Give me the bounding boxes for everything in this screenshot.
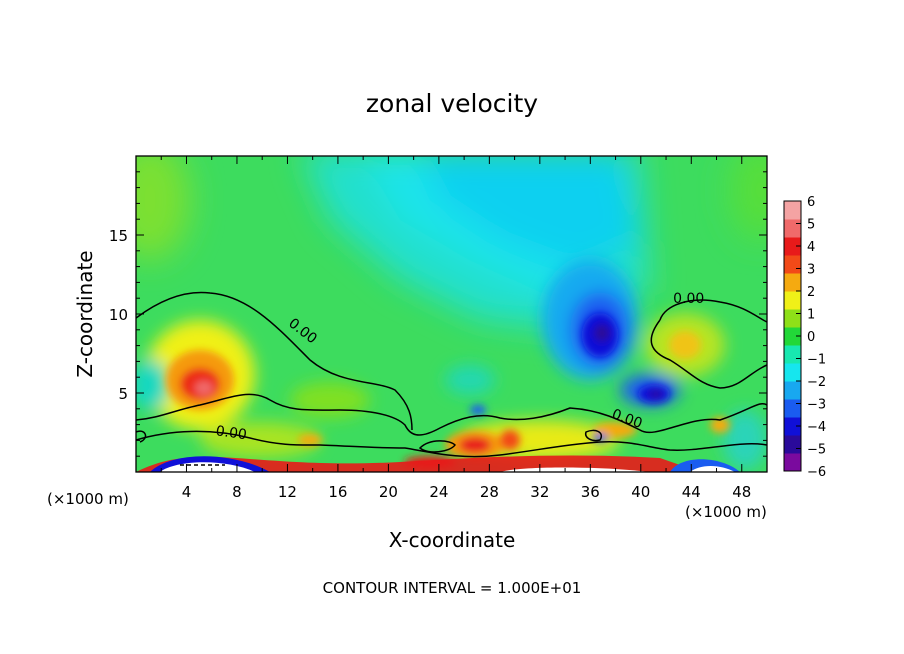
colorbar-swatch — [784, 417, 801, 436]
colorbar-tick-label: 5 — [807, 218, 815, 233]
x-tick-label: 4 — [182, 483, 192, 501]
y-axis-title: Z-coordinate — [73, 250, 97, 377]
x-tick-label: 20 — [379, 483, 398, 501]
colorbar-swatch — [784, 381, 801, 400]
colorbar-swatch — [784, 201, 801, 220]
x-unit-label-right: (×1000 m) — [685, 503, 767, 521]
colorbar-swatch — [784, 219, 801, 238]
colorbar-swatch — [784, 363, 801, 382]
contour-zero-mid-pocket — [418, 440, 456, 453]
x-tick-label: 36 — [581, 483, 600, 501]
x-tick-label: 32 — [530, 483, 549, 501]
y-tick-label: 15 — [109, 227, 128, 245]
colorbar-tick-label: −6 — [807, 465, 826, 480]
contour-label: 0.00 — [215, 423, 248, 443]
x-axis: 4 8 12 16 20 24 28 32 36 40 44 48 — [160, 156, 751, 501]
colorbar-swatch — [784, 273, 801, 292]
x-tick-label: 28 — [480, 483, 499, 501]
colorbar-swatch — [784, 435, 801, 454]
colorbar-tick-label: 0 — [807, 330, 815, 345]
colorbar-tick-label: −4 — [807, 420, 826, 435]
field-blobs-core — [166, 313, 730, 468]
x-axis-title: X-coordinate — [389, 528, 516, 552]
colorbar-tick-label: 6 — [807, 195, 815, 210]
colorbar-swatch — [784, 237, 801, 256]
contour-interval-note: CONTOUR INTERVAL = 1.000E+01 — [323, 579, 582, 597]
velocity-field: 0.000.000.000.00 — [136, 156, 767, 472]
x-unit-label: (×1000 m) — [47, 490, 129, 508]
colorbar-swatch — [784, 255, 801, 274]
x-tick-label: 44 — [682, 483, 701, 501]
chart-title: zonal velocity — [366, 89, 538, 118]
colorbar-tick-label: 3 — [807, 263, 815, 278]
contour-zero-surface — [136, 430, 767, 458]
y-axis: 5 10 15 — [109, 171, 767, 457]
colorbar-swatch — [784, 309, 801, 328]
x-tick-label: 16 — [328, 483, 347, 501]
x-tick-label: 8 — [232, 483, 242, 501]
colorbar-tick-label: −2 — [807, 375, 826, 390]
contour-zero-left-pocket — [136, 430, 147, 443]
contour-label: 0.00 — [673, 291, 704, 307]
x-tick-label: 48 — [732, 483, 751, 501]
contour-zero-main — [136, 291, 413, 431]
surface-white — [500, 467, 650, 472]
contour-zero-right — [659, 299, 767, 323]
colorbar-swatch — [784, 345, 801, 364]
colorbar: 6 5 4 3 2 1 0 −1 −2 −3 −4 −5 −6 — [783, 195, 826, 480]
colorbar-tick-label: −5 — [807, 443, 826, 458]
colorbar-swatch — [784, 291, 801, 310]
colorbar-tick-label: −1 — [807, 353, 826, 368]
x-tick-label: 24 — [429, 483, 448, 501]
y-tick-label: 10 — [109, 306, 128, 324]
colorbar-swatch — [784, 327, 801, 346]
contour-lines — [136, 291, 767, 466]
x-tick-label: 12 — [278, 483, 297, 501]
colorbar-tick-label: 2 — [807, 285, 815, 300]
colorbar-swatch — [784, 453, 801, 472]
y-tick-label: 5 — [118, 385, 128, 403]
x-tick-label: 40 — [631, 483, 650, 501]
contour-zero-right-pocket — [584, 429, 602, 442]
contour-zero-lower-left — [136, 393, 767, 436]
colorbar-tick-label: −3 — [807, 398, 826, 413]
contour-zero-right-lower — [650, 319, 767, 389]
surface-white — [690, 466, 735, 472]
colorbar-swatch — [784, 399, 801, 418]
colorbar-tick-label: 1 — [807, 308, 815, 323]
colorbar-tick-label: 4 — [807, 240, 815, 255]
